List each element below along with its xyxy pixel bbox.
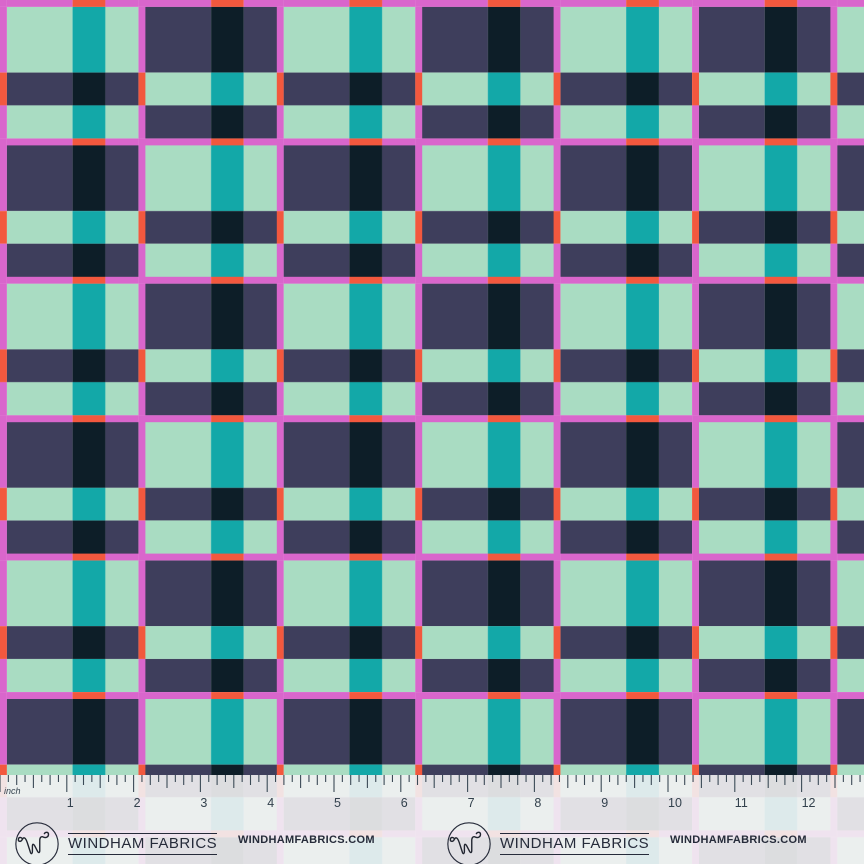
svg-text:10: 10 <box>668 796 682 810</box>
svg-text:11: 11 <box>735 796 748 810</box>
svg-text:9: 9 <box>601 796 608 810</box>
svg-text:12: 12 <box>802 796 816 810</box>
svg-text:6: 6 <box>401 796 408 810</box>
svg-text:5: 5 <box>334 796 341 810</box>
svg-text:1: 1 <box>67 796 74 810</box>
svg-text:3: 3 <box>200 796 207 810</box>
svg-text:inch: inch <box>4 786 21 796</box>
svg-text:8: 8 <box>534 796 541 810</box>
svg-text:7: 7 <box>468 796 475 810</box>
svg-text:4: 4 <box>267 796 274 810</box>
svg-text:2: 2 <box>134 796 141 810</box>
